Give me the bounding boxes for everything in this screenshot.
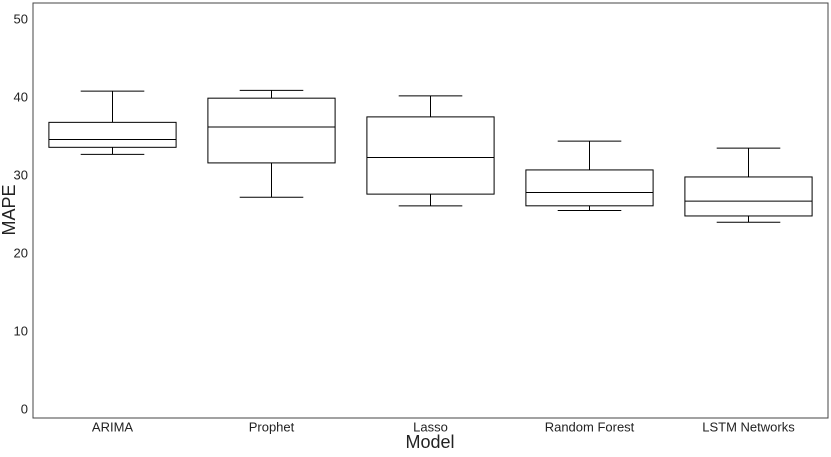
y-axis-title: MAPE [0, 184, 19, 235]
x-axis-title: Model [405, 432, 454, 452]
box [684, 176, 813, 217]
y-tick-label: 20 [14, 246, 28, 261]
x-tick-label: ARIMA [92, 419, 134, 434]
box [525, 169, 654, 207]
box [366, 116, 495, 195]
y-tick-label: 40 [14, 90, 28, 105]
y-tick-label: 50 [14, 12, 28, 27]
x-tick-label: Prophet [249, 419, 295, 434]
plot-frame [32, 2, 829, 419]
y-tick-label: 0 [21, 402, 28, 417]
y-tick-label: 10 [14, 324, 28, 339]
x-tick-label: Lasso [413, 419, 448, 434]
x-tick-label: Random Forest [545, 419, 635, 434]
x-tick-label: LSTM Networks [702, 419, 795, 434]
box [48, 121, 177, 148]
y-tick-label: 30 [14, 168, 28, 183]
box [207, 97, 336, 164]
